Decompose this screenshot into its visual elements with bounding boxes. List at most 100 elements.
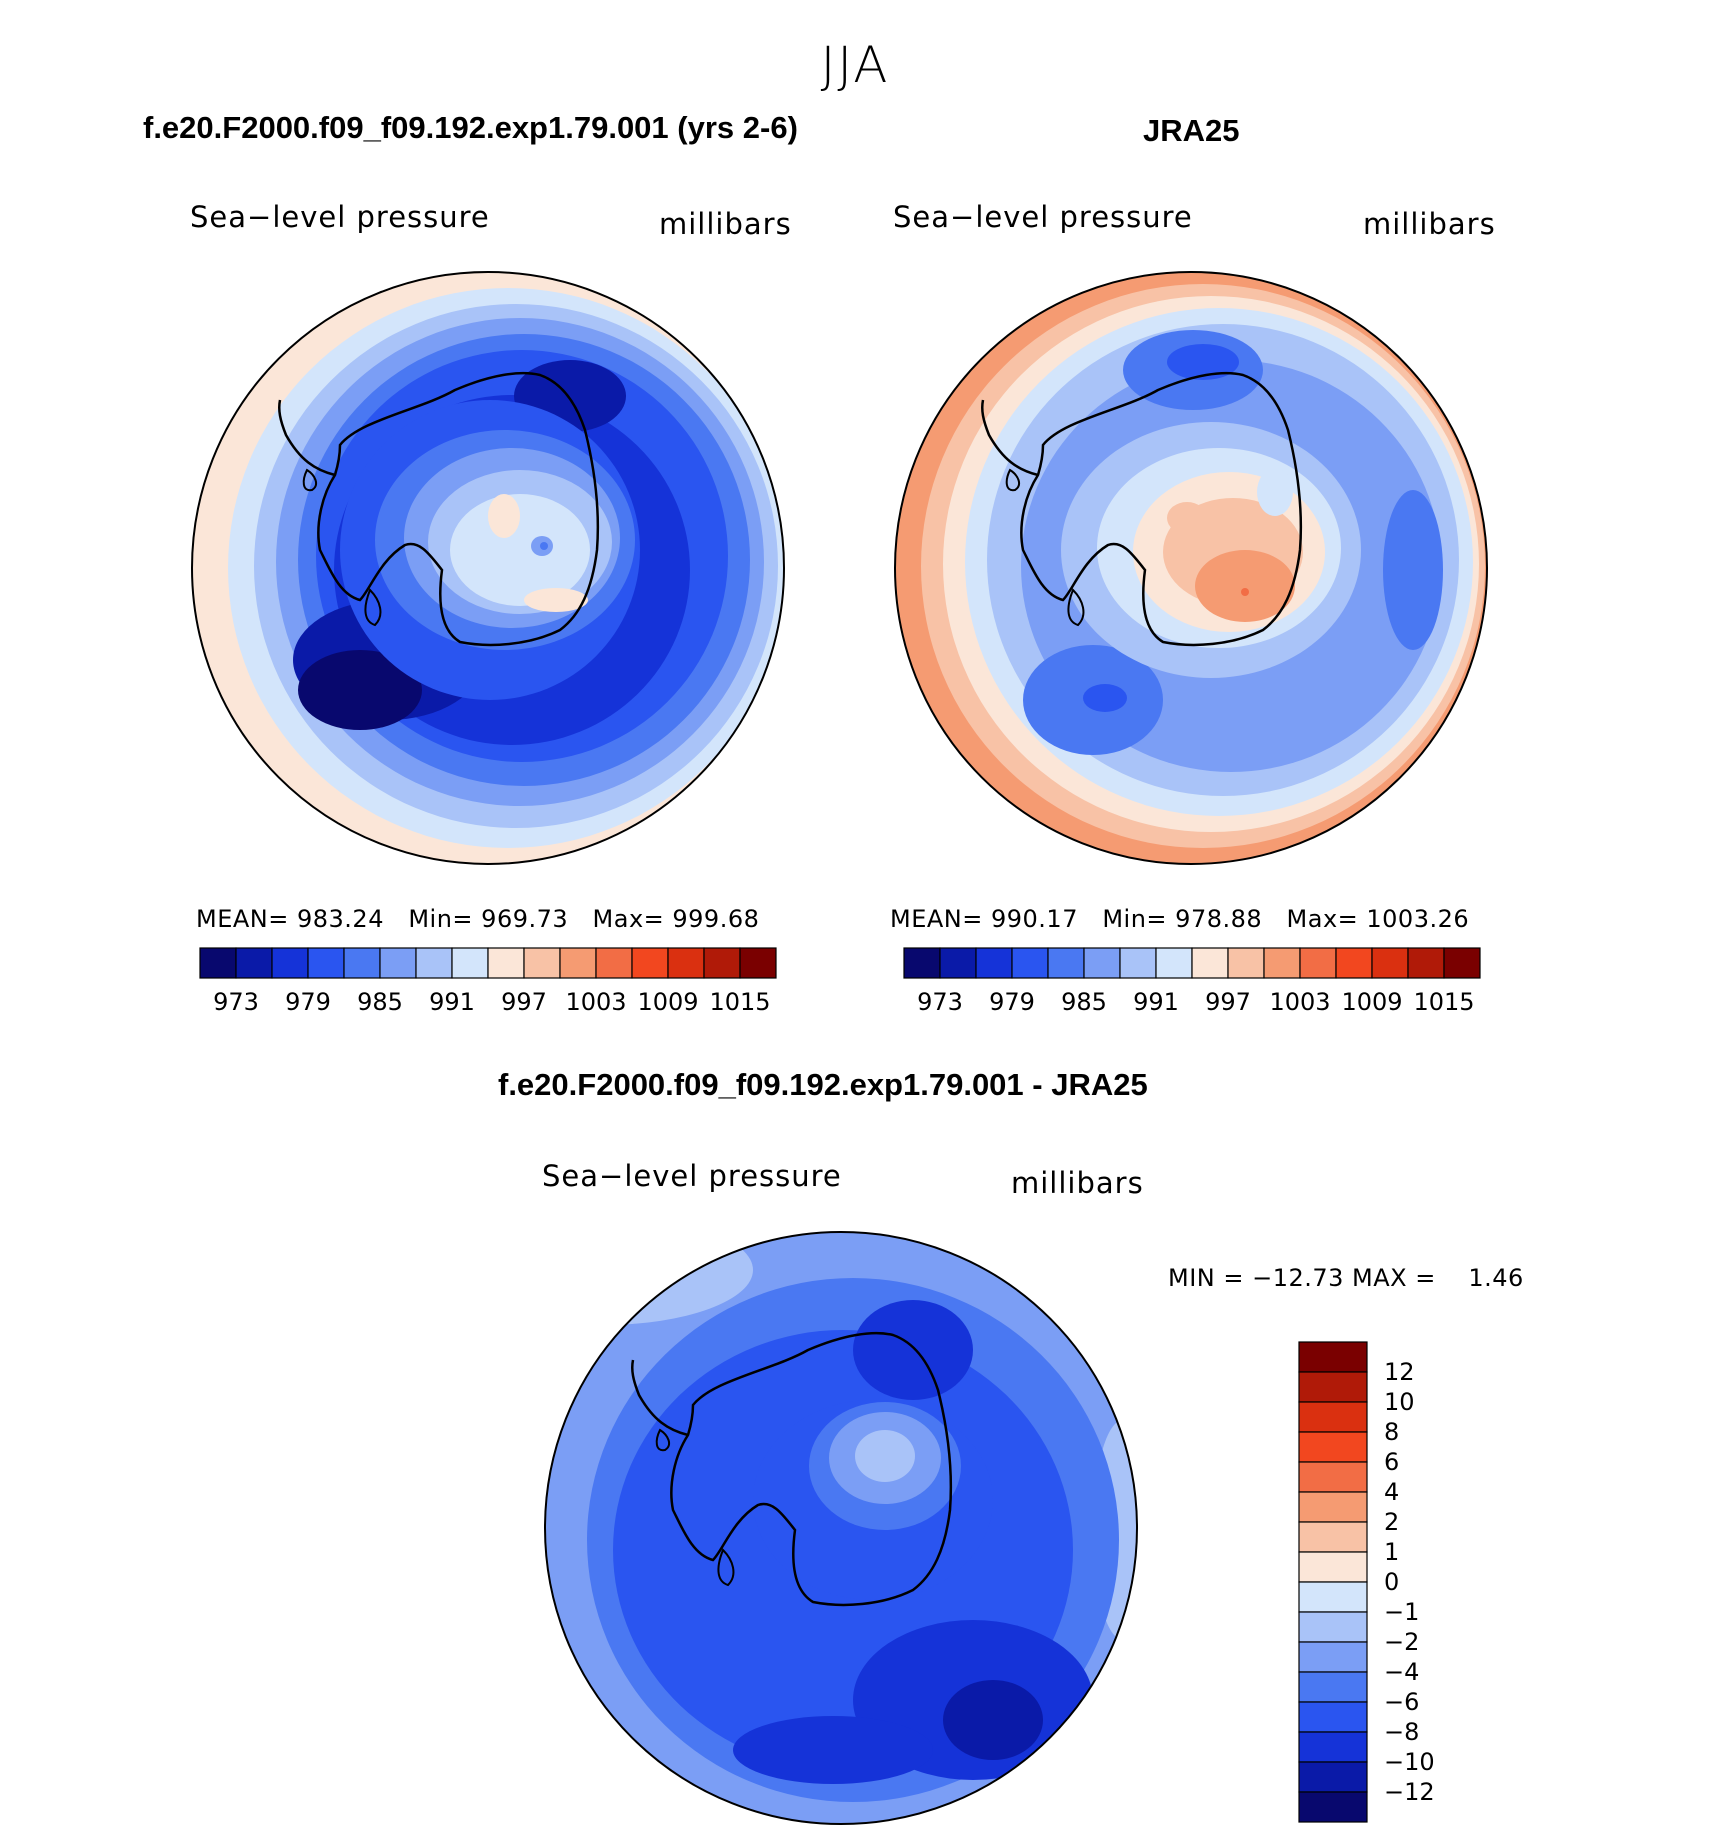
- panel3-title: f.e20.F2000.f09_f09.192.exp1.79.001 - JR…: [498, 1067, 1148, 1102]
- colorbar-difference-tick-label: 10: [1384, 1388, 1415, 1416]
- colorbar-model-tick-label: 991: [429, 988, 475, 1016]
- colorbar-difference-swatch: [1298, 1791, 1368, 1823]
- colorbar-difference-tick-label: 1: [1384, 1538, 1400, 1566]
- colorbar-model-swatch: [199, 947, 237, 979]
- colorbar-jra25-swatch: [1155, 947, 1193, 979]
- colorbar-difference-tick-label: 12: [1384, 1358, 1415, 1386]
- colorbar-difference-swatch: [1298, 1461, 1368, 1493]
- colorbar-jra25-tick-label: 979: [989, 988, 1035, 1016]
- colorbar-jra25-swatch: [1335, 947, 1373, 979]
- panel3-stats: MIN = −12.73 MAX = 1.46: [1168, 1264, 1524, 1292]
- polar-map-difference: [544, 1231, 1138, 1825]
- panel2-title: JRA25: [1143, 113, 1240, 148]
- colorbar-model-swatch: [415, 947, 453, 979]
- colorbar-model-tick-label: 973: [213, 988, 259, 1016]
- colorbar-model-swatch: [703, 947, 741, 979]
- colorbar-model-swatch: [487, 947, 525, 979]
- colorbar-difference-tick-label: 2: [1384, 1508, 1400, 1536]
- colorbar-model-ticks: 973 979 985 991 997 1003 1009 1015: [200, 988, 776, 1018]
- colorbar-model-swatch: [235, 947, 273, 979]
- colorbar-difference-swatch: [1298, 1371, 1368, 1403]
- colorbar-model-tick-label: 1003: [565, 988, 627, 1016]
- colorbar-jra25: [903, 947, 1481, 979]
- polar-map-model: [191, 271, 785, 865]
- colorbar-difference-swatch: [1298, 1731, 1368, 1763]
- colorbar-difference-tick-label: 4: [1384, 1478, 1400, 1506]
- colorbar-difference-tick-label: −12: [1384, 1778, 1435, 1806]
- colorbar-model-swatch: [559, 947, 597, 979]
- colorbar-difference-swatch: [1298, 1641, 1368, 1673]
- colorbar-difference-tick-label: −2: [1384, 1628, 1420, 1656]
- colorbar-jra25-swatch: [939, 947, 977, 979]
- colorbar-jra25-swatch: [1299, 947, 1337, 979]
- colorbar-difference: [1298, 1341, 1368, 1823]
- colorbar-jra25-swatch: [1083, 947, 1121, 979]
- colorbar-model-swatch: [343, 947, 381, 979]
- panel3-variable-label: Sea−level pressure: [542, 1159, 842, 1193]
- colorbar-model-swatch: [307, 947, 345, 979]
- polar-map-jra25: [894, 271, 1488, 865]
- colorbar-difference-tick-label: 6: [1384, 1448, 1400, 1476]
- panel1-units-label: millibars: [659, 207, 792, 241]
- colorbar-difference-swatch: [1298, 1701, 1368, 1733]
- colorbar-jra25-tick-label: 1009: [1341, 988, 1403, 1016]
- colorbar-jra25-tick-label: 991: [1133, 988, 1179, 1016]
- panel1-stats: MEAN= 983.24 Min= 969.73 Max= 999.68: [196, 905, 760, 933]
- colorbar-difference-swatch: [1298, 1551, 1368, 1583]
- colorbar-difference-tick-label: 0: [1384, 1568, 1400, 1596]
- colorbar-jra25-swatch: [1047, 947, 1085, 979]
- colorbar-difference-tick-label: −1: [1384, 1598, 1420, 1626]
- colorbar-jra25-tick-label: 997: [1205, 988, 1251, 1016]
- colorbar-model-swatch: [523, 947, 561, 979]
- colorbar-jra25-swatch: [1119, 947, 1157, 979]
- colorbar-difference-tick-label: −6: [1384, 1688, 1420, 1716]
- colorbar-difference-tick-label: −4: [1384, 1658, 1420, 1686]
- colorbar-model-swatch: [595, 947, 633, 979]
- colorbar-model-tick-label: 1009: [637, 988, 699, 1016]
- colorbar-model-swatch: [451, 947, 489, 979]
- colorbar-model-tick-label: 979: [285, 988, 331, 1016]
- colorbar-model-swatch: [667, 947, 705, 979]
- colorbar-jra25-tick-label: 1003: [1269, 988, 1331, 1016]
- colorbar-jra25-tick-label: 1015: [1413, 988, 1475, 1016]
- panel2-stats: MEAN= 990.17 Min= 978.88 Max= 1003.26: [890, 905, 1470, 933]
- colorbar-difference-swatch: [1298, 1581, 1368, 1613]
- colorbar-difference-tick-label: −8: [1384, 1718, 1420, 1746]
- colorbar-difference-ticks: 12 10 8 6 4 2 1 0 −1 −2 −4 −6 −8 −10 −12: [1384, 1342, 1464, 1822]
- colorbar-difference-tick-label: −10: [1384, 1748, 1435, 1776]
- colorbar-model-swatch: [379, 947, 417, 979]
- colorbar-difference-swatch: [1298, 1521, 1368, 1553]
- colorbar-difference-swatch: [1298, 1671, 1368, 1703]
- colorbar-model: [199, 947, 777, 979]
- colorbar-model-tick-label: 985: [357, 988, 403, 1016]
- colorbar-model-swatch: [631, 947, 669, 979]
- colorbar-jra25-swatch: [1191, 947, 1229, 979]
- colorbar-jra25-swatch: [1443, 947, 1481, 979]
- colorbar-model-tick-label: 1015: [709, 988, 771, 1016]
- colorbar-difference-swatch: [1298, 1611, 1368, 1643]
- colorbar-jra25-swatch: [1227, 947, 1265, 979]
- colorbar-jra25-swatch: [1371, 947, 1409, 979]
- colorbar-jra25-ticks: 973 979 985 991 997 1003 1009 1015: [904, 988, 1480, 1018]
- colorbar-jra25-swatch: [1011, 947, 1049, 979]
- colorbar-model-swatch: [739, 947, 777, 979]
- panel1-variable-label: Sea−level pressure: [190, 200, 490, 234]
- colorbar-difference-swatch: [1298, 1761, 1368, 1793]
- colorbar-difference-swatch: [1298, 1491, 1368, 1523]
- colorbar-jra25-swatch: [903, 947, 941, 979]
- colorbar-difference-swatch: [1298, 1431, 1368, 1463]
- colorbar-jra25-tick-label: 985: [1061, 988, 1107, 1016]
- colorbar-jra25-swatch: [1263, 947, 1301, 979]
- colorbar-jra25-swatch: [975, 947, 1013, 979]
- season-title: JJA: [820, 36, 890, 94]
- panel3-units-label: millibars: [1011, 1166, 1144, 1200]
- colorbar-difference-swatch: [1298, 1341, 1368, 1373]
- panel2-variable-label: Sea−level pressure: [893, 200, 1193, 234]
- colorbar-jra25-tick-label: 973: [917, 988, 963, 1016]
- colorbar-difference-tick-label: 8: [1384, 1418, 1400, 1446]
- colorbar-model-swatch: [271, 947, 309, 979]
- colorbar-model-tick-label: 997: [501, 988, 547, 1016]
- colorbar-difference-swatch: [1298, 1401, 1368, 1433]
- colorbar-jra25-swatch: [1407, 947, 1445, 979]
- panel1-title: f.e20.F2000.f09_f09.192.exp1.79.001 (yrs…: [143, 110, 798, 145]
